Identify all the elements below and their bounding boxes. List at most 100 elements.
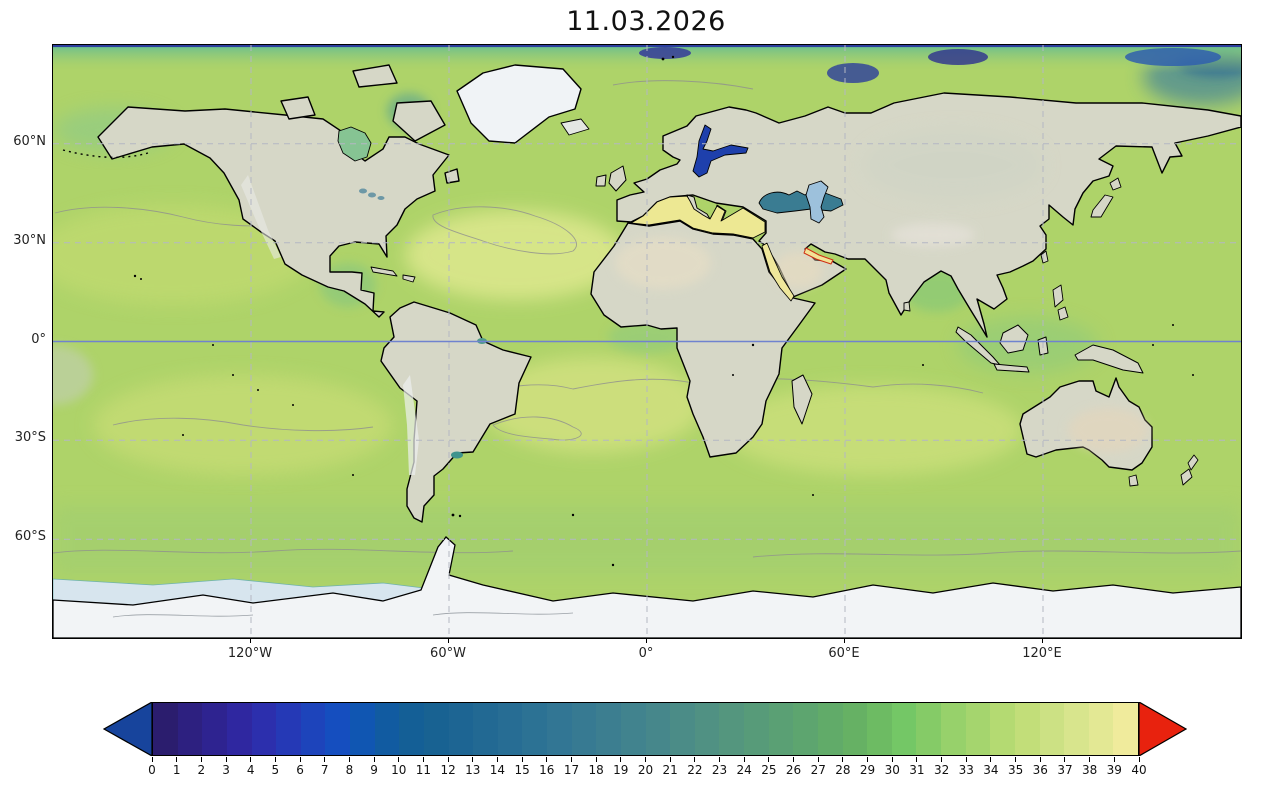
- colorbar-tick-mark: [250, 757, 252, 762]
- colorbar-segment: [1014, 703, 1040, 755]
- colorbar-segment: [941, 703, 966, 755]
- lon-tick-label: 0°: [638, 646, 654, 661]
- colorbar-segment: [793, 703, 818, 755]
- colorbar-segment: [620, 703, 646, 755]
- colorbar-segment: [153, 703, 178, 755]
- lat-tick-label: 30°S: [14, 430, 46, 446]
- colorbar-tick-mark: [472, 757, 474, 762]
- colorbar-segment: [226, 703, 252, 755]
- lat-tick-label: 60°S: [14, 529, 46, 545]
- colorbar-tick-label: 6: [296, 763, 304, 777]
- iceland: [560, 118, 590, 136]
- colorbar-segment: [177, 703, 203, 755]
- colorbar-tick-mark: [299, 757, 301, 762]
- colorbar-tick-label: 10: [391, 763, 407, 777]
- colorbar-segment: [399, 703, 424, 755]
- colorbar-segment: [596, 703, 621, 755]
- colorbar-tick-label: 24: [736, 763, 752, 777]
- colorbar-tick-label: 28: [835, 763, 851, 777]
- colorbar-segment: [916, 703, 941, 755]
- colorbar-tick-label: 19: [613, 763, 629, 777]
- colorbar-tick-mark: [1064, 757, 1066, 762]
- colorbar-gradient: [152, 702, 1139, 756]
- colorbar-tick-mark: [990, 757, 992, 762]
- madagascar: [791, 374, 813, 425]
- antarctica-contours: [112, 612, 574, 618]
- colorbar-tick-mark: [694, 757, 696, 762]
- colorbar-tick-mark: [398, 757, 400, 762]
- great-lakes: [359, 188, 367, 194]
- colorbar-tick-label: 13: [465, 763, 481, 777]
- lon-tick-mark: [1042, 638, 1043, 643]
- lon-tick-mark: [448, 638, 449, 643]
- colorbar-segment: [842, 703, 868, 755]
- colorbar-tick-label: 17: [563, 763, 580, 777]
- world-map: [53, 45, 1241, 638]
- colorbar-tick-mark: [768, 757, 770, 762]
- colorbar-tick-mark: [570, 757, 572, 762]
- colorbar-tick-mark: [916, 757, 918, 762]
- colorbar-tick-mark: [620, 757, 622, 762]
- colorbar-tick-mark: [842, 757, 844, 762]
- colorbar-segment: [423, 703, 449, 755]
- colorbar-tick-label: 39: [1106, 763, 1122, 777]
- colorbar-segment: [448, 703, 474, 755]
- colorbar-tick-mark: [200, 757, 202, 762]
- colorbar-tick-mark: [521, 757, 523, 762]
- colorbar-tick-label: 3: [222, 763, 230, 777]
- colorbar-tick-mark: [373, 757, 375, 762]
- colorbar-tick-label: 1: [172, 763, 181, 777]
- colorbar-tick-mark: [1089, 757, 1091, 762]
- colorbar-segment: [374, 703, 400, 755]
- colorbar-segment: [571, 703, 597, 755]
- colorbar-tick-label: 29: [859, 763, 876, 777]
- colorbar-segment: [1039, 703, 1065, 755]
- colorbar-tick-label: 26: [785, 763, 802, 777]
- colorbar-tick-label: 35: [1007, 763, 1024, 777]
- island-specks: [62, 55, 1194, 567]
- colorbar-tick-label: 23: [711, 763, 728, 777]
- colorbar-tick-label: 36: [1032, 763, 1048, 777]
- colorbar-segment: [276, 703, 301, 755]
- colorbar-tick-label: 9: [370, 763, 378, 777]
- colorbar-tick-label: 18: [588, 763, 604, 777]
- colorbar-tick-label: 12: [440, 763, 456, 777]
- colorbar-segment: [645, 703, 671, 755]
- colorbar-tick-mark: [595, 757, 597, 762]
- colorbar-tick-mark: [348, 757, 350, 762]
- colorbar-tick-label: 14: [489, 763, 506, 777]
- south-america: [380, 301, 532, 523]
- colorbar-tick-label: 30: [884, 763, 900, 777]
- lon-tick-mark: [844, 638, 845, 643]
- colorbar-tick-mark: [1138, 757, 1140, 762]
- colorbar-tick-label: 8: [345, 763, 354, 777]
- colorbar-segment: [473, 703, 498, 755]
- colorbar-segment: [867, 703, 892, 755]
- colorbar-tick-mark: [1015, 757, 1017, 762]
- lon-tick-label: 60°W: [430, 646, 466, 661]
- caspian-sea: [805, 180, 829, 224]
- lat-tick-label: 60°N: [13, 133, 46, 149]
- colorbar-tick-mark: [274, 757, 276, 762]
- colorbar-tick-label: 33: [958, 763, 974, 777]
- lon-tick-label: 60°E: [828, 646, 860, 661]
- colorbar-tick-mark: [496, 757, 498, 762]
- plata-plume: [451, 451, 463, 459]
- colorbar-segment: [350, 703, 375, 755]
- colorbar-tick-mark: [151, 757, 153, 762]
- colorbar-tick-label: 15: [514, 763, 530, 777]
- colorbar-tick-label: 2: [197, 763, 206, 777]
- colorbar-tick-label: 27: [810, 763, 826, 777]
- colorbar-tick-mark: [225, 757, 227, 762]
- colorbar-tick-mark: [324, 757, 326, 762]
- lat-tick-label: 30°N: [13, 232, 46, 248]
- colorbar-tick-mark: [546, 757, 548, 762]
- lat-tick-label: 0°: [31, 331, 46, 347]
- colorbar-tick-label: 38: [1082, 763, 1098, 777]
- colorbar-tick-mark: [719, 757, 721, 762]
- persian-gulf: [803, 247, 834, 265]
- lon-tick-label: 120°W: [227, 646, 273, 661]
- antarctica: [53, 536, 1241, 638]
- lon-tick-mark: [250, 638, 251, 643]
- colorbar-segment: [1113, 703, 1138, 755]
